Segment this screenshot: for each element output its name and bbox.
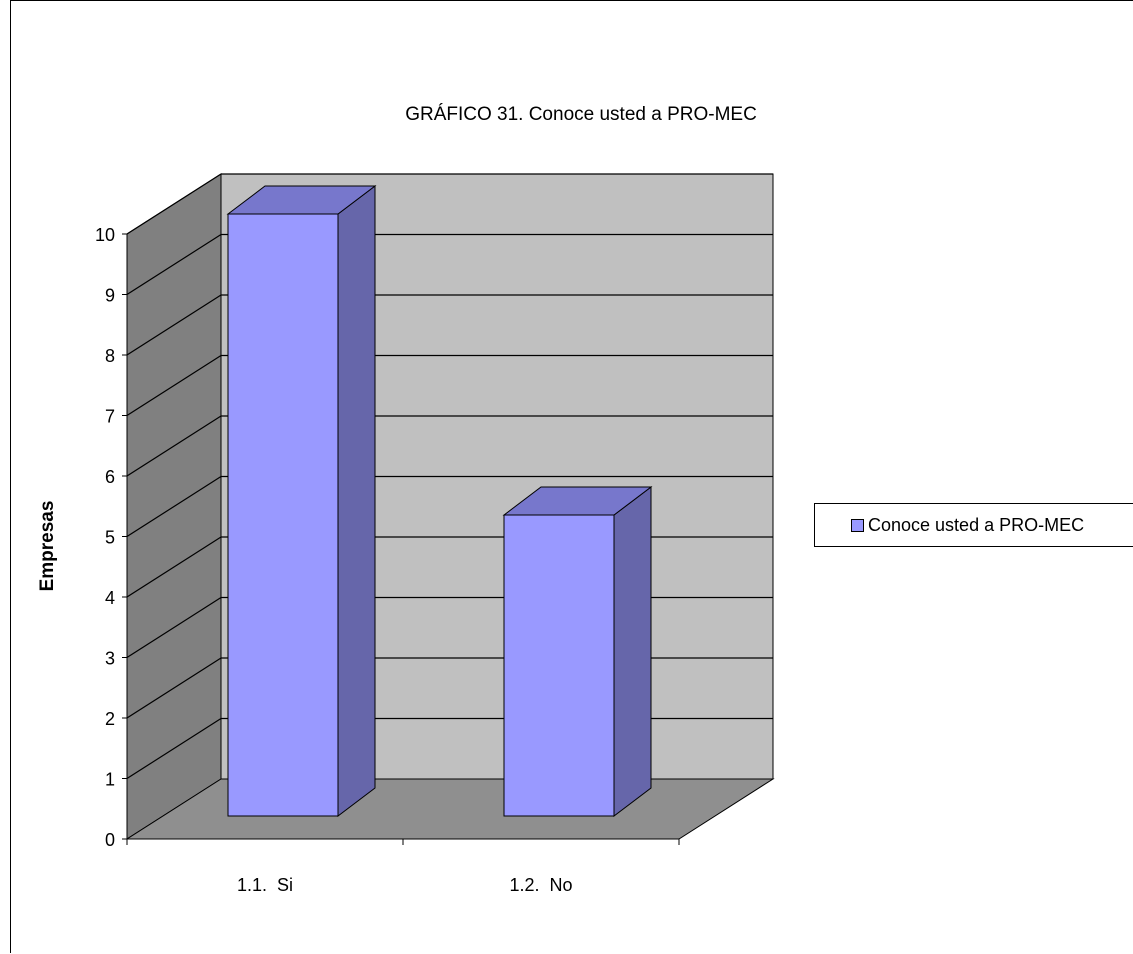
y-tick-label: 1 (105, 770, 115, 790)
y-tick-label: 4 (105, 588, 115, 608)
bar (227, 213, 339, 817)
bar-side (613, 485, 652, 818)
y-tick-label: 3 (105, 649, 115, 669)
bar-chart: 0 1 2 3 4 5 6 7 8 9 10 1.1. Si 1.2. No GRÁFICO 31. Co… (37, 104, 775, 895)
y-tick-label: 2 (105, 709, 115, 729)
x-tick-label: 1.2. No (509, 875, 572, 895)
gridline-side (126, 596, 222, 659)
gridline-side (126, 294, 222, 356)
y-tick-label: 0 (105, 830, 115, 850)
gridline-side (126, 475, 222, 538)
x-tick-label: 1.1. Si (237, 875, 293, 895)
gridline-side (126, 233, 222, 296)
y-tick-label: 9 (105, 286, 115, 306)
y-tick-label: 8 (105, 346, 115, 366)
gridline-side (126, 657, 222, 719)
legend-label: Conoce usted a PRO-MEC (868, 514, 1085, 535)
floor (125, 778, 775, 840)
gridline-side (126, 717, 222, 780)
chart-area: 0 1 2 3 4 5 6 7 8 9 10 1.1. Si 1.2. No GRÁFICO 31. Co… (10, 0, 1133, 953)
y-axis-label: Empresas (37, 501, 58, 592)
legend-swatch (851, 518, 864, 532)
gridline-side (126, 415, 222, 477)
gridline-side (126, 173, 222, 235)
legend: Conoce usted a PRO-MEC (814, 503, 1133, 547)
gridline-side (126, 536, 222, 598)
y-tick-label: 7 (105, 407, 115, 427)
y-tick-label: 5 (105, 528, 115, 548)
bar (503, 514, 615, 817)
chart-title: GRÁFICO 31. Conoce usted a PRO-MEC (405, 104, 757, 125)
gridline-side (126, 354, 222, 417)
bar-side (337, 184, 376, 818)
y-tick-label: 10 (95, 225, 115, 245)
y-tick-label: 6 (105, 467, 115, 487)
